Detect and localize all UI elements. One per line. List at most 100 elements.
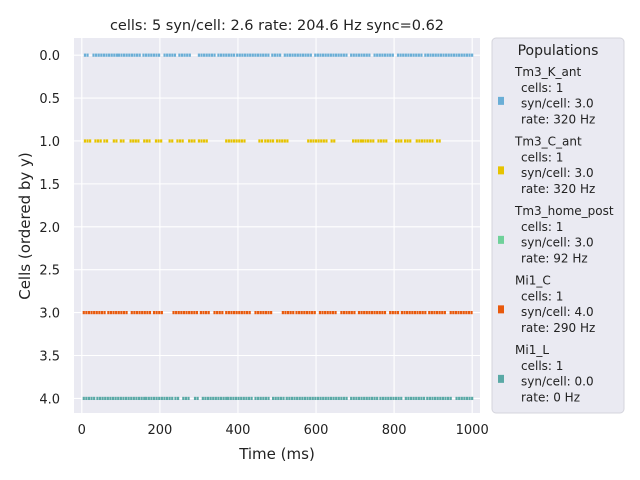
spike-mark — [183, 53, 186, 57]
spike-mark — [417, 396, 420, 401]
spike-mark — [235, 310, 238, 315]
spike-mark — [320, 139, 323, 143]
spike-mark — [319, 396, 322, 401]
spike-mark — [108, 53, 111, 57]
spike-mark — [230, 139, 233, 143]
spike-mark — [163, 53, 166, 57]
spike-mark — [132, 139, 135, 143]
spike-mark — [286, 310, 290, 315]
spike-mark — [307, 53, 310, 57]
spike-mark — [311, 396, 314, 401]
legend-entry-detail: cells: 1 — [521, 289, 563, 303]
spike-mark — [166, 53, 169, 57]
spike-mark — [122, 396, 125, 401]
spike-mark — [205, 53, 208, 57]
spike-mark — [232, 396, 235, 401]
spike-mark — [378, 53, 381, 57]
spike-mark — [316, 53, 319, 57]
axes: 0 200 400 600 800 1000 0.0 0.5 1.0 1.5 2.0 2.5 3.0 3.… — [39, 49, 488, 438]
spike-mark — [285, 396, 288, 401]
spike-mark — [331, 310, 335, 315]
spike-mark — [368, 53, 371, 57]
spike-mark — [345, 396, 348, 401]
spike-mark — [107, 310, 110, 315]
spike-mark — [345, 310, 348, 315]
legend-entry-detail: rate: 290 Hz — [521, 321, 595, 335]
spike-mark — [357, 396, 361, 401]
spike-mark — [225, 310, 228, 315]
spike-mark — [262, 53, 265, 57]
spike-mark — [177, 396, 180, 401]
spike-mark — [443, 310, 446, 315]
spike-mark — [291, 53, 294, 57]
spike-mark — [137, 396, 141, 401]
spike-mark — [178, 53, 181, 57]
spike-mark — [122, 139, 125, 143]
spike-mark — [426, 139, 429, 143]
spike-mark — [431, 396, 434, 401]
spike-mark — [98, 310, 101, 315]
spike-mark — [232, 139, 236, 143]
spike-mark — [259, 310, 262, 315]
spike-mark — [221, 310, 224, 315]
spike-mark — [467, 310, 471, 315]
spike-mark — [391, 310, 394, 315]
spike-mark — [463, 396, 466, 401]
spike-mark — [383, 53, 387, 57]
spike-mark — [171, 53, 174, 57]
spike-mark — [445, 53, 448, 57]
spike-mark — [135, 310, 139, 315]
spike-mark — [250, 396, 253, 401]
spike-mark — [438, 139, 441, 143]
spike-mark — [125, 53, 128, 57]
spike-mark — [340, 396, 343, 401]
spike-mark — [129, 139, 132, 143]
legend-entry: Tm3_home_post cells: 1 syn/cell: 3.0rate: … — [498, 204, 614, 265]
spike-mark — [360, 396, 363, 401]
spike-mark — [176, 139, 179, 143]
spike-mark — [360, 310, 363, 315]
spike-mark — [327, 53, 330, 57]
spike-mark — [458, 53, 461, 57]
spike-mark — [262, 396, 265, 401]
spike-mark — [309, 53, 312, 57]
spike-mark — [112, 310, 115, 315]
spike-mark — [449, 396, 452, 401]
spike-mark — [303, 396, 307, 401]
spike-mark — [325, 139, 328, 143]
spike-mark — [267, 396, 270, 401]
legend-swatch — [498, 96, 504, 105]
spike-mark — [195, 310, 199, 315]
spike-mark — [313, 310, 316, 315]
spike-mark — [85, 310, 88, 315]
spike-mark — [111, 396, 115, 401]
spike-mark — [327, 396, 330, 401]
spike-mark — [186, 53, 189, 57]
spike-mark — [188, 310, 191, 315]
spike-mark — [269, 139, 272, 143]
spike-mark — [392, 396, 395, 401]
spike-mark — [292, 310, 295, 315]
legend-entry-detail: rate: 320 Hz — [521, 112, 595, 126]
spike-mark — [143, 310, 146, 315]
spike-mark — [95, 53, 98, 57]
spike-mark — [155, 310, 158, 315]
spike-mark — [290, 396, 294, 401]
spike-mark — [270, 310, 273, 315]
spike-mark — [429, 53, 432, 57]
spike-mark — [86, 139, 89, 143]
legend-entry-detail: rate: 92 Hz — [521, 251, 588, 265]
legend-entry-detail: syn/cell: 3.0 — [521, 166, 594, 180]
spike-mark — [124, 396, 128, 401]
spike-mark — [146, 310, 149, 315]
spike-mark — [314, 139, 318, 143]
spike-mark — [449, 310, 452, 315]
spike-mark — [95, 310, 98, 315]
spike-mark — [236, 53, 239, 57]
spike-mark — [145, 139, 148, 143]
spike-mark — [87, 310, 91, 315]
spike-mark — [329, 310, 332, 315]
spike-mark — [82, 310, 85, 315]
spike-mark — [441, 396, 444, 401]
spike-mark — [383, 310, 387, 315]
